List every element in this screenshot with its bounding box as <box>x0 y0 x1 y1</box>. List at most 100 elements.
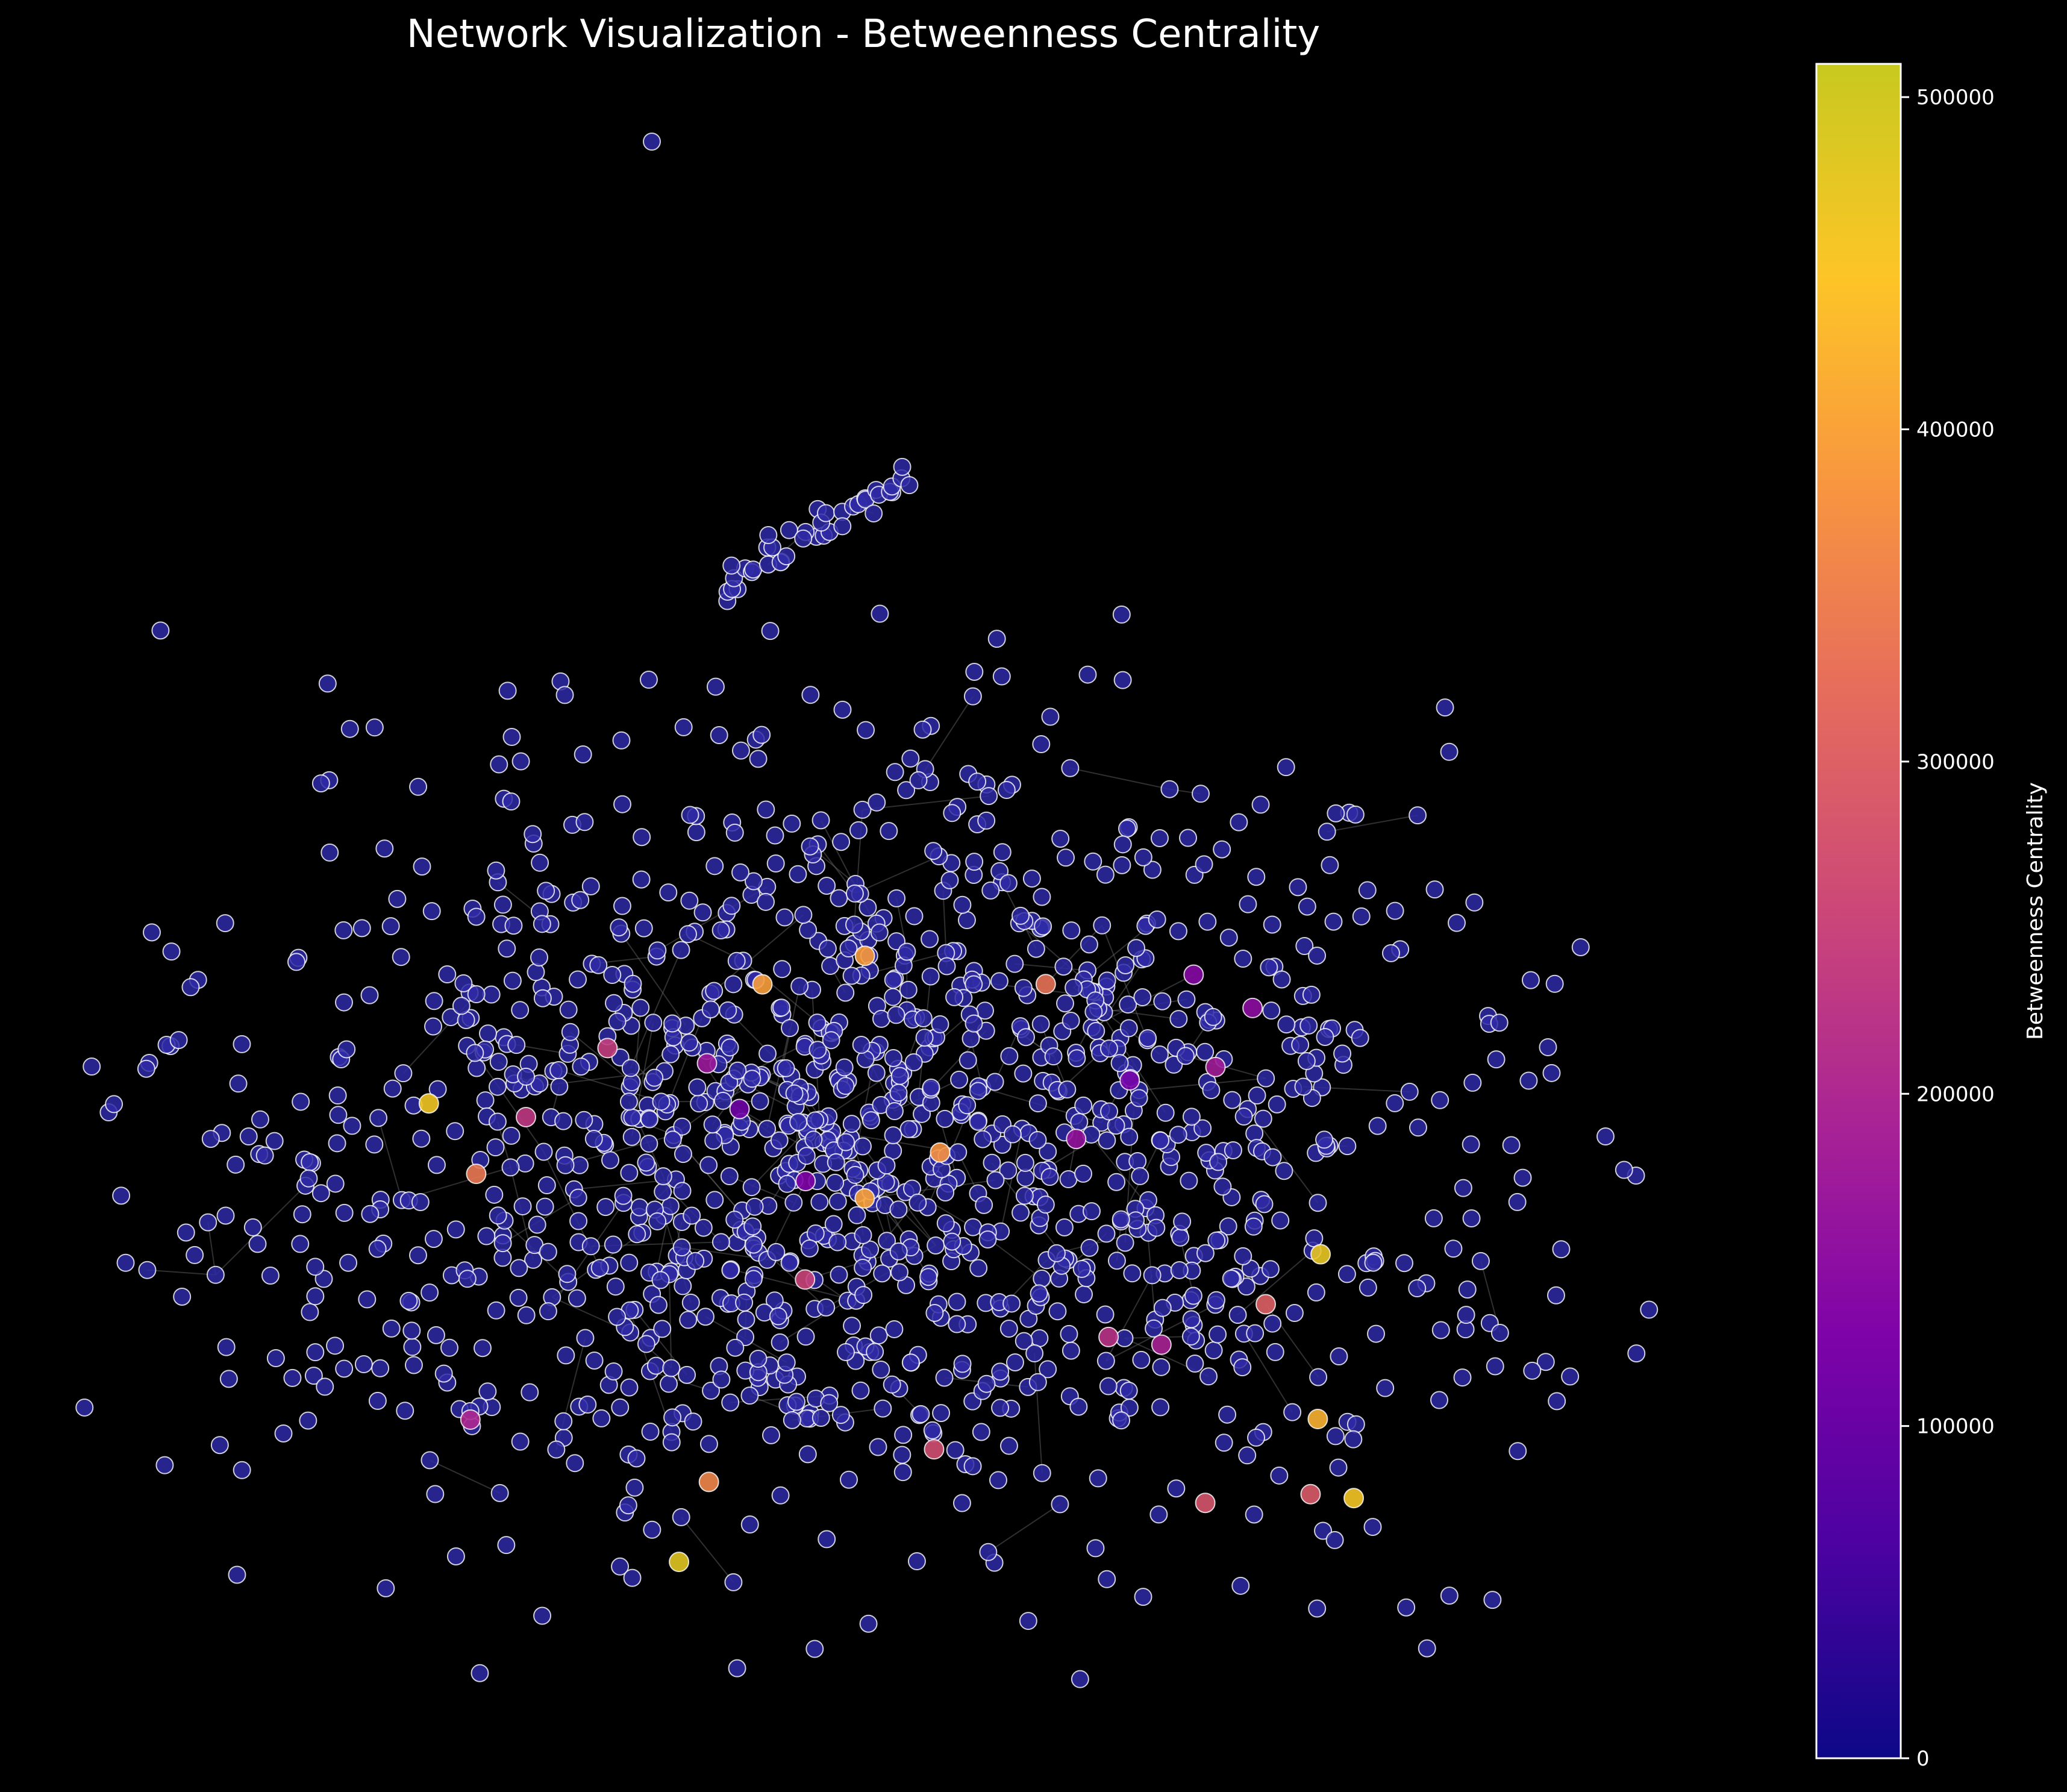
network-node <box>630 1198 649 1217</box>
network-node <box>744 872 763 891</box>
network-node <box>1071 1670 1089 1688</box>
colorbar-tick-label: 100000 <box>1916 1415 1995 1439</box>
network-node <box>413 857 431 876</box>
network-node <box>1487 1050 1506 1069</box>
network-node <box>645 1068 664 1087</box>
network-node <box>555 686 574 704</box>
network-node <box>1386 901 1404 920</box>
network-node <box>493 895 512 914</box>
network-node <box>83 1057 101 1076</box>
network-node <box>1100 1102 1119 1121</box>
network-node <box>827 1153 845 1171</box>
network-node <box>301 1303 319 1321</box>
network-node <box>975 1195 993 1214</box>
network-node <box>663 1014 681 1033</box>
network-edge <box>378 1118 402 1200</box>
network-node <box>744 1270 763 1288</box>
network-node <box>632 870 651 889</box>
network-node <box>1262 1001 1281 1020</box>
network-node <box>849 821 868 839</box>
network-node <box>584 1130 603 1148</box>
network-node <box>699 1435 718 1453</box>
network-node <box>828 1233 847 1252</box>
network-node <box>952 1494 971 1512</box>
network-node <box>613 795 632 813</box>
network-node <box>644 1013 663 1032</box>
network-node <box>1268 1095 1286 1114</box>
network-node <box>1408 1279 1427 1298</box>
network-node <box>219 1370 238 1388</box>
network-node <box>489 1053 508 1071</box>
network-node <box>905 907 924 926</box>
network-node <box>311 1184 330 1203</box>
high-centrality-node <box>698 1471 719 1493</box>
network-node <box>561 1023 580 1041</box>
network-node <box>1308 946 1327 965</box>
network-node <box>1213 1177 1232 1196</box>
network-node <box>510 1259 528 1277</box>
network-node <box>392 948 410 966</box>
network-node <box>1352 907 1371 926</box>
high-centrality-node <box>924 1439 945 1460</box>
network-node <box>731 741 750 760</box>
network-node <box>901 749 920 768</box>
network-node <box>1123 1264 1142 1283</box>
network-node <box>1486 1357 1504 1376</box>
network-edge <box>1034 1353 1043 1473</box>
network-node <box>761 622 780 641</box>
network-node <box>1447 913 1466 932</box>
network-node <box>907 1552 926 1571</box>
network-node <box>680 1033 699 1052</box>
network-node <box>1521 971 1540 989</box>
network-node <box>412 1129 431 1148</box>
network-node <box>517 1306 536 1324</box>
high-centrality-node <box>1307 1408 1328 1429</box>
network-node <box>901 1353 920 1372</box>
network-node <box>1139 1029 1157 1047</box>
network-node <box>1542 1064 1561 1082</box>
network-node <box>1596 1127 1615 1146</box>
network-node <box>693 903 712 922</box>
network-node <box>1315 1130 1334 1149</box>
network-node <box>547 1440 566 1459</box>
network-node <box>287 953 305 971</box>
network-node <box>839 1470 858 1489</box>
nodes-layer <box>75 133 1659 1688</box>
network-node <box>1181 1327 1200 1346</box>
network-node <box>478 1024 497 1043</box>
network-node <box>1490 1013 1509 1032</box>
network-node <box>1458 1280 1477 1299</box>
network-node <box>1299 1016 1318 1035</box>
network-node <box>1151 1398 1170 1417</box>
network-node <box>1247 868 1266 886</box>
network-node <box>572 1057 590 1076</box>
network-node <box>1182 1310 1201 1329</box>
network-node <box>404 1356 423 1374</box>
network-node <box>711 1233 730 1252</box>
network-node <box>1048 1302 1067 1321</box>
network-node <box>1134 1588 1152 1606</box>
network-node <box>467 1059 486 1077</box>
network-node <box>360 986 379 1004</box>
network-node <box>1627 1344 1646 1363</box>
network-node <box>1057 848 1075 867</box>
network-node <box>749 1349 768 1368</box>
network-node <box>1368 1117 1387 1135</box>
network-edge <box>1019 923 1084 980</box>
network-node <box>965 662 984 681</box>
network-node <box>478 1382 497 1401</box>
network-node <box>758 1120 777 1138</box>
network-node <box>936 1109 954 1128</box>
network-node <box>1011 906 1030 925</box>
network-node <box>1234 1107 1253 1126</box>
network-node <box>1112 1210 1130 1229</box>
network-node <box>622 1127 641 1146</box>
network-node <box>1062 1012 1080 1030</box>
high-centrality-node <box>729 1098 750 1120</box>
high-centrality-node <box>1183 964 1204 985</box>
network-node <box>872 1361 890 1379</box>
network-node <box>652 1092 671 1111</box>
network-node <box>112 1186 131 1205</box>
chart-title: Network Visualization - Betweenness Cent… <box>407 12 1320 57</box>
network-node <box>611 1557 630 1576</box>
